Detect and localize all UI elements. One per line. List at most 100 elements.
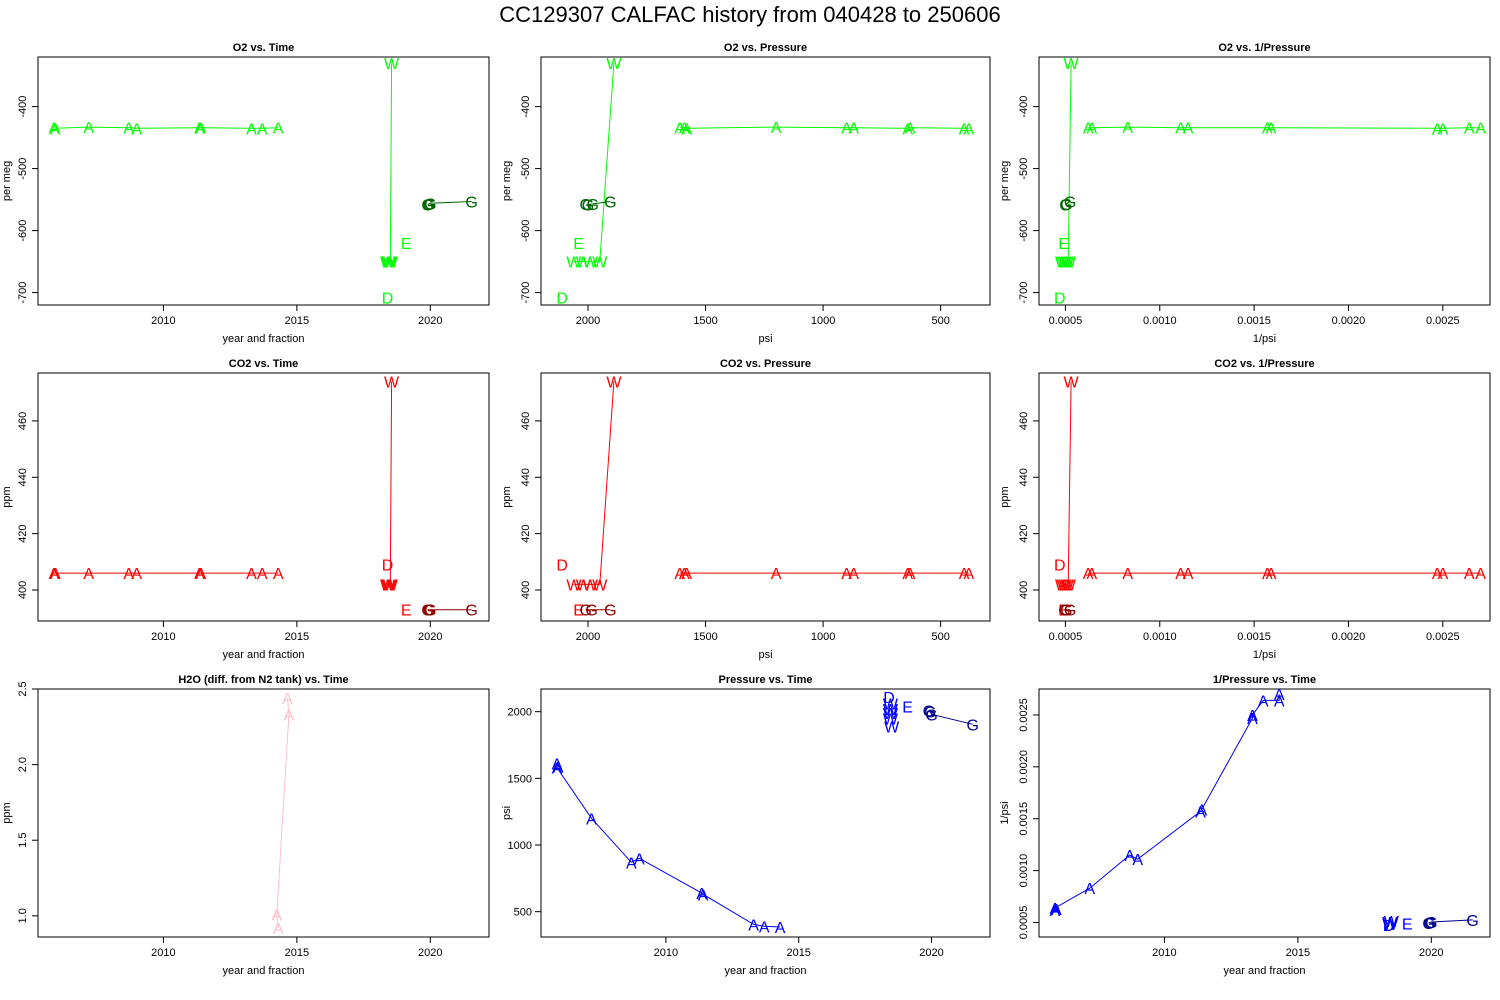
y-tick-label: 400 — [520, 581, 532, 599]
x-axis-label: year and fraction — [223, 965, 305, 977]
data-point-marker: E — [573, 236, 584, 253]
x-axis-label: 1/psi — [1253, 333, 1276, 345]
series-line — [679, 126, 969, 129]
data-point-marker: A — [273, 921, 284, 938]
y-tick-label: 0.0010 — [1018, 854, 1030, 888]
data-point-marker: D — [1054, 291, 1066, 308]
y-tick-label: 460 — [1018, 412, 1030, 430]
data-point-marker: G — [465, 194, 477, 211]
chart-title: 1/Pressure vs. Time — [1213, 674, 1316, 686]
plot-frame — [37, 56, 490, 306]
data-point-marker: G — [421, 198, 433, 215]
x-axis-label: psi — [758, 649, 772, 661]
data-point-marker: A — [1464, 566, 1475, 583]
data-point-marker: A — [49, 121, 60, 138]
x-axis-label: year and fraction — [725, 965, 807, 977]
x-tick-label: 2010 — [151, 947, 175, 959]
data-point-marker: A — [586, 811, 597, 828]
data-point-marker: G — [924, 705, 936, 722]
chart-title: O2 vs. Time — [233, 42, 295, 54]
x-tick-label: 500 — [931, 315, 949, 327]
series-line — [387, 381, 393, 585]
data-point-marker: A — [959, 121, 970, 138]
data-point-marker: A — [123, 566, 134, 583]
data-point-marker: W — [380, 577, 396, 594]
data-point-marker: D — [1054, 558, 1066, 575]
data-point-marker: G — [424, 196, 436, 213]
y-tick-label: -600 — [1018, 220, 1030, 242]
data-point-marker: A — [1437, 121, 1448, 138]
data-point-marker: W — [1061, 255, 1077, 272]
series-line — [1062, 63, 1072, 263]
y-tick-label: 1.0 — [17, 908, 29, 923]
data-point-marker: A — [1274, 687, 1285, 704]
x-tick-label: 2000 — [576, 631, 600, 643]
chart-o2-time: O2 vs. Time 2010 2015 2020 -400 -500 -600 -700 y… — [1, 42, 490, 345]
y-axis-label: ppm — [1, 802, 13, 823]
data-point-marker: A — [848, 121, 859, 138]
series-line — [1088, 126, 1481, 129]
data-point-marker: A — [1195, 804, 1206, 821]
y-tick-label: -400 — [520, 96, 532, 118]
data-point-marker: G — [1064, 194, 1076, 211]
y-tick-label: 0.0015 — [1018, 802, 1030, 836]
x-tick-label: 2020 — [919, 947, 943, 959]
y-tick-label: -600 — [520, 220, 532, 242]
data-point-marker: W — [1057, 255, 1073, 272]
data-point-marker: A — [1122, 120, 1133, 137]
data-point-marker: W — [1059, 255, 1075, 272]
y-tick-label: -400 — [1018, 96, 1030, 118]
data-point-marker: W — [592, 255, 608, 272]
data-point-marker: A — [775, 920, 786, 937]
data-point-marker: A — [273, 566, 284, 583]
data-point-marker: A — [1262, 566, 1273, 583]
x-axis-label: 1/psi — [1253, 649, 1276, 661]
data-point-marker: D — [382, 291, 394, 308]
data-point-marker: A — [1132, 852, 1143, 869]
data-point-marker: G — [421, 603, 433, 620]
y-axis-label: ppm — [501, 486, 513, 507]
data-point-marker: A — [1122, 566, 1133, 583]
y-tick-label: 2.0 — [17, 757, 29, 772]
data-point-marker: A — [841, 121, 852, 138]
page-title: CC129307 CALFAC history from 040428 to 2… — [499, 2, 1001, 27]
data-point-marker: G — [1058, 603, 1070, 620]
y-tick-label: 440 — [1018, 468, 1030, 486]
y-axis-label: ppm — [1, 486, 13, 507]
plot-frame — [37, 688, 490, 938]
data-point-marker: G — [1059, 198, 1071, 215]
data-point-marker: E — [573, 603, 584, 620]
data-point-marker: A — [1475, 121, 1486, 138]
y-axis-label: 1/psi — [999, 801, 1011, 824]
data-point-marker: A — [131, 566, 142, 583]
series-line — [387, 63, 393, 263]
x-tick-label: 0.0010 — [1143, 631, 1177, 643]
data-point-marker: A — [195, 566, 206, 583]
data-point-marker: A — [1475, 566, 1486, 583]
y-tick-label: 460 — [520, 412, 532, 430]
y-tick-label: 420 — [1018, 524, 1030, 542]
x-axis-label: year and fraction — [1224, 965, 1306, 977]
plot-frame — [540, 372, 991, 622]
data-point-marker: D — [556, 291, 568, 308]
y-tick-label: 1000 — [508, 840, 532, 852]
x-tick-label: 2015 — [1286, 947, 1310, 959]
data-point-marker: W — [1059, 577, 1075, 594]
chart-title: CO2 vs. Pressure — [720, 358, 811, 370]
y-axis-label: ppm — [999, 486, 1011, 507]
data-point-marker: A — [50, 566, 61, 583]
x-tick-label: 0.0020 — [1332, 631, 1366, 643]
data-point-marker: A — [1437, 566, 1448, 583]
data-point-marker: W — [583, 255, 599, 272]
data-point-marker: A — [964, 566, 975, 583]
y-tick-label: 440 — [520, 468, 532, 486]
data-point-marker: G — [1060, 603, 1072, 620]
data-point-marker: A — [905, 566, 916, 583]
chart-co2-time: CO2 vs. Time 2010 2015 2020 400 420 440 460 year… — [1, 358, 490, 661]
data-point-marker: G — [923, 703, 935, 720]
series-line — [928, 709, 973, 725]
